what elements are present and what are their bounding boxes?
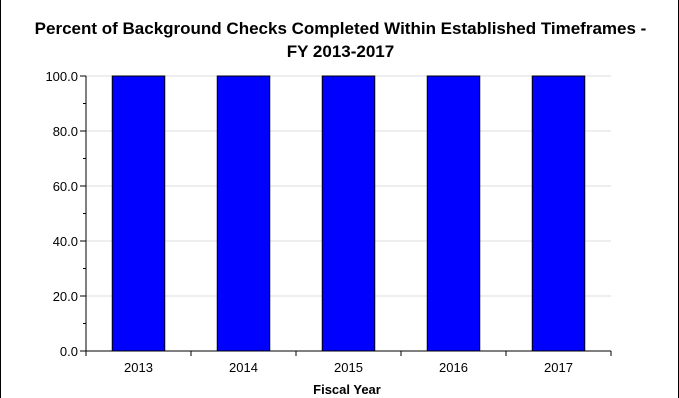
bar-2016 (426, 75, 481, 352)
chart-title-line-1: Percent of Background Checks Completed W… (34, 19, 647, 38)
y-tick-label: 80.0 (53, 124, 78, 139)
bar-2017 (531, 75, 586, 352)
x-tick-label: 2015 (334, 360, 363, 375)
y-tick-label: 100.0 (45, 69, 78, 84)
chart-title: Percent of Background Checks Completed W… (1, 17, 679, 63)
y-tick-label: 20.0 (53, 289, 78, 304)
bars-layer (111, 75, 586, 352)
bar-2015 (321, 75, 376, 352)
chart-title-line-2: FY 2013-2017 (286, 42, 395, 61)
x-tick-label: 2014 (229, 360, 258, 375)
bar-2014 (216, 75, 271, 352)
ticks-layer: 0.0 20.0 40.0 60.0 80.0 100.0 2013 2014 2015 2016… (45, 69, 612, 375)
bar-2013 (111, 75, 166, 352)
x-tick-label: 2017 (544, 360, 573, 375)
y-tick-label: 0.0 (60, 344, 78, 359)
x-tick-label: 2016 (439, 360, 468, 375)
x-axis-title: Fiscal Year (313, 382, 381, 397)
y-tick-label: 40.0 (53, 234, 78, 249)
y-tick-label: 60.0 (53, 179, 78, 194)
x-tick-label: 2013 (124, 360, 153, 375)
